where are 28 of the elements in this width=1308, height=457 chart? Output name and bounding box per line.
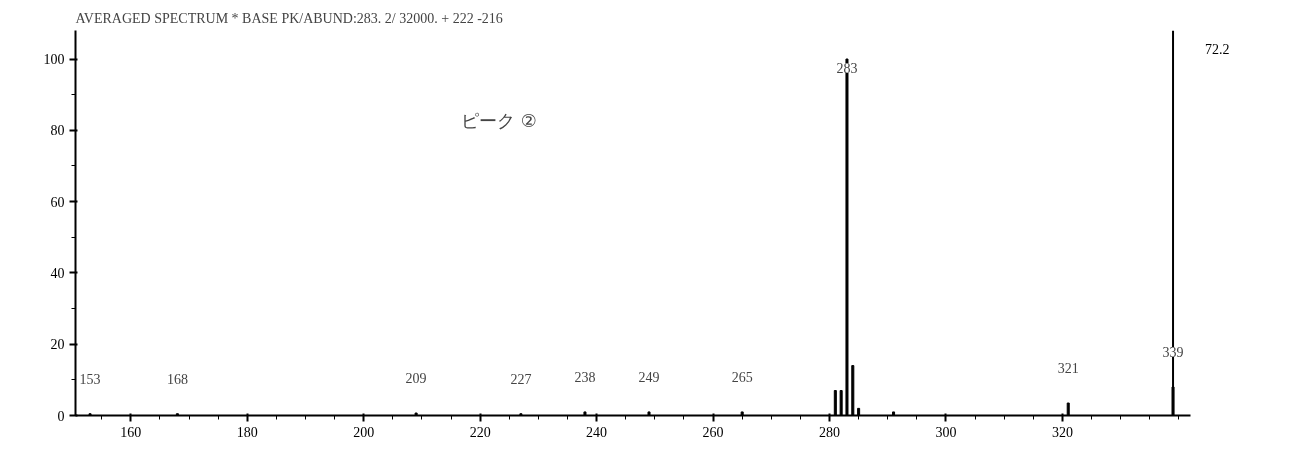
- annotation: 168: [166, 371, 188, 387]
- y-tick-label: 0: [57, 408, 65, 424]
- y-tick-label: 60: [50, 194, 65, 210]
- annotation: 153: [79, 371, 101, 387]
- annotation: 321: [1057, 361, 1079, 377]
- x-tick-label: 200: [353, 424, 375, 440]
- annotation: 265: [731, 369, 753, 385]
- x-tick-label: 320: [1051, 424, 1073, 440]
- x-tick-label: 160: [120, 424, 142, 440]
- annotation: ピーク ②: [460, 109, 537, 131]
- x-tick-label: 260: [702, 424, 724, 440]
- chart-title: AVERAGED SPECTRUM * BASE PK/ABUND:283. 2/ 32000. + 222 -216: [75, 10, 503, 26]
- x-tick-label: 220: [469, 424, 491, 440]
- annotation: 227: [510, 371, 532, 387]
- x-tick-label: 240: [586, 424, 608, 440]
- y-tick-label: 40: [50, 265, 65, 281]
- y-tick-label: 100: [43, 52, 65, 68]
- x-tick-label: 300: [935, 424, 957, 440]
- y-tick-label: 80: [50, 123, 65, 139]
- text: 72.2: [1205, 41, 1230, 59]
- annotation: 249: [638, 369, 660, 385]
- y-tick-label: 20: [50, 337, 65, 353]
- x-tick-label: 180: [236, 424, 258, 440]
- x-tick-label: 280: [819, 424, 841, 440]
- annotation: 209: [405, 371, 427, 386]
- annotation: 283: [836, 61, 858, 77]
- annotation: 238: [574, 369, 596, 385]
- annotation: 339: [1162, 344, 1184, 360]
